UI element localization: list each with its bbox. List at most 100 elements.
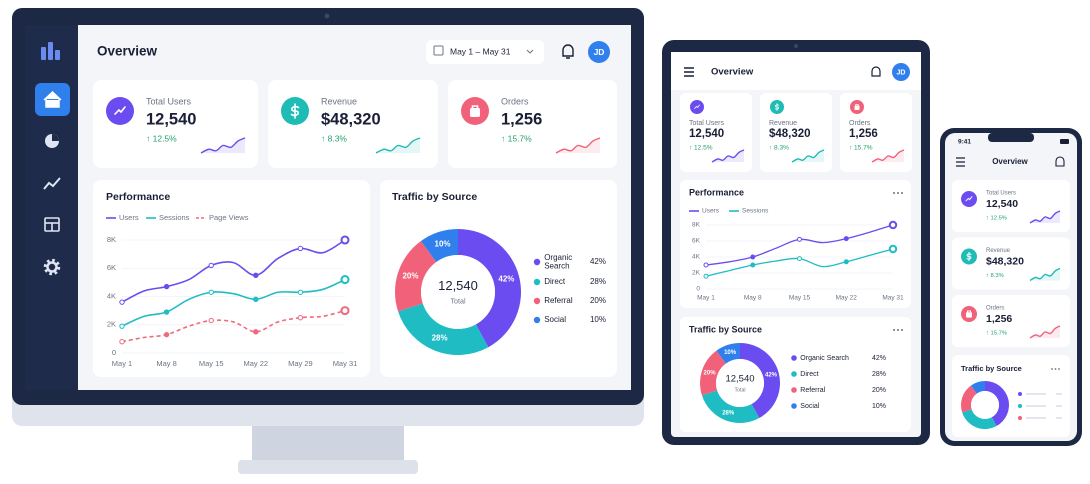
tablet-camera (794, 44, 798, 48)
legend-dot (791, 387, 797, 393)
donut-total-label: Total (450, 298, 465, 306)
x-tick-label: May 31 (333, 359, 358, 368)
data-point (208, 317, 214, 324)
date-range: May 1 – May 31 (450, 46, 511, 56)
y-tick-label: 2K (692, 270, 701, 277)
kpi-value: 12,540 (146, 110, 196, 128)
data-point (703, 273, 709, 279)
sparkline (375, 137, 421, 154)
kpi-change: ↑ 12.5% (986, 216, 1007, 222)
segment-label: 42% (765, 373, 778, 379)
kpi-label: Revenue (321, 96, 357, 106)
nav-reports[interactable] (45, 134, 59, 148)
legend-label: Page Views (209, 213, 249, 222)
nav-home[interactable] (35, 83, 70, 116)
kpi-value: $48,320 (986, 255, 1024, 267)
phone-notch (988, 133, 1034, 142)
chart-title: Traffic by Source (689, 324, 762, 334)
sparkline (1029, 267, 1061, 282)
sparkline (1029, 325, 1061, 339)
bell-icon[interactable] (1055, 156, 1065, 167)
logo (41, 42, 60, 60)
bag-icon (966, 312, 972, 318)
kpi-change: ↑ 8.3% (769, 145, 789, 152)
monitor-camera (324, 13, 330, 19)
x-tick-label: May 15 (199, 359, 224, 368)
kpi-label: Total Users (689, 120, 725, 127)
logo-bar (41, 47, 46, 60)
monitor-neck (252, 420, 404, 462)
more-dot (893, 192, 895, 194)
bell-icon[interactable] (871, 66, 881, 77)
kpi-change: ↑ 12.5% (689, 145, 713, 152)
segment-label: 10% (724, 350, 737, 356)
segment-label: 10% (435, 240, 451, 249)
legend-label: Users (119, 213, 139, 222)
kpi-card (952, 180, 1070, 232)
kpi-change: ↑ 8.3% (986, 273, 1004, 279)
legend-value: 42% (872, 355, 886, 362)
series-line (121, 239, 346, 303)
legend-value: 20% (872, 387, 886, 394)
data-point (750, 254, 756, 260)
kpi-label: Orders (986, 306, 1004, 312)
y-tick-label: 8K (107, 235, 116, 244)
menu-icon[interactable] (684, 67, 694, 77)
kpi-change: ↑ 15.7% (501, 133, 532, 143)
data-point (208, 289, 214, 295)
logo-bar (55, 50, 60, 60)
legend-label: Users (702, 208, 720, 215)
legend-label: Direct (800, 371, 818, 378)
x-tick-label: May 29 (288, 359, 313, 368)
trend-icon (694, 104, 700, 109)
legend-dot (1018, 416, 1022, 420)
menu-icon[interactable] (956, 157, 965, 167)
kpi-card (952, 295, 1070, 347)
avatar[interactable] (892, 63, 910, 81)
avatar[interactable] (588, 41, 610, 63)
nav-settings[interactable] (43, 258, 61, 276)
sparkline (1029, 210, 1061, 224)
kpi-change: ↑ 15.7% (849, 145, 873, 152)
data-point (163, 331, 170, 338)
phone-title: Overview (992, 157, 1028, 166)
legend-dot (791, 355, 797, 361)
legend-label-line: Search (544, 262, 569, 271)
x-tick-label: May 22 (836, 295, 858, 302)
donut-segment (420, 229, 458, 263)
trend-icon (114, 106, 126, 115)
pie-icon-slice (52, 134, 59, 141)
sparkline (791, 149, 825, 163)
more-dot (893, 329, 895, 331)
nav-table[interactable] (44, 217, 60, 232)
data-point (208, 262, 214, 269)
data-point (297, 314, 304, 321)
kpi-card (448, 80, 617, 168)
kpi-card (93, 80, 258, 168)
data-point (119, 299, 125, 305)
status-time: 9:41 (958, 139, 971, 146)
donut-segment (961, 385, 977, 413)
legend-dot (533, 258, 541, 266)
more-dot (1051, 368, 1053, 370)
legend-value: 10% (590, 315, 606, 324)
donut-total: 12,540 (725, 374, 754, 385)
gear-teeth (43, 258, 61, 276)
nav-trends[interactable] (43, 177, 61, 190)
data-point (340, 275, 350, 285)
sparkline (555, 137, 601, 154)
y-tick-label: 0 (696, 286, 700, 293)
gear-body (46, 261, 58, 273)
bag-handle (855, 104, 859, 106)
date-picker[interactable] (426, 40, 544, 64)
legend-value: 10% (872, 403, 886, 410)
kpi-change: ↑ 12.5% (146, 133, 177, 143)
data-point (797, 236, 802, 242)
legend-dot (791, 403, 797, 409)
legend-value: 20% (590, 296, 606, 305)
bell-icon[interactable] (562, 44, 574, 59)
data-point (340, 235, 350, 245)
more-dot (897, 192, 899, 194)
